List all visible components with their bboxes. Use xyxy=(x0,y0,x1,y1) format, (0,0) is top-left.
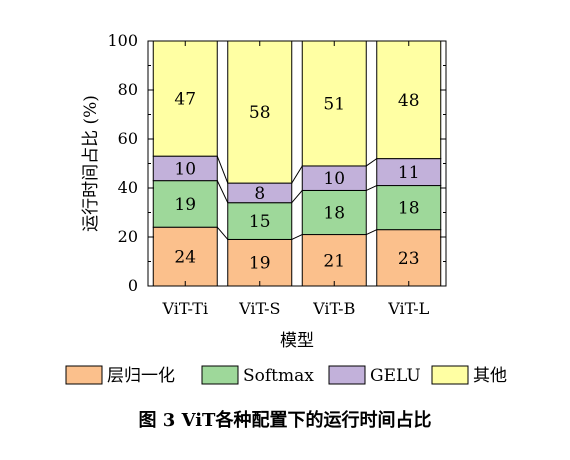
connector-line-s1-2 xyxy=(366,185,377,191)
data-label-vit-b-s3: 51 xyxy=(323,94,345,114)
connector-line-s0-2 xyxy=(366,229,377,236)
y-tick-label: 20 xyxy=(118,227,138,246)
connector-line-s0-1 xyxy=(291,234,303,240)
bar-segment-vit-l-s0 xyxy=(376,229,442,287)
data-label-vit-ti-s3: 47 xyxy=(174,90,196,110)
data-label-vit-l-s1: 18 xyxy=(398,199,420,219)
bar-segment-vit-l-s3 xyxy=(376,40,442,160)
bar-segments xyxy=(152,40,442,287)
data-label-vit-ti-s0: 24 xyxy=(174,248,196,268)
legend: 层归一化 Softmax GELU 其他 xyxy=(65,365,507,386)
data-label-vit-s-s2: 8 xyxy=(254,184,265,204)
connector-lines xyxy=(216,155,378,240)
x-tick-label: ViT-S xyxy=(238,299,280,318)
connector-line-s2-1 xyxy=(291,165,303,184)
bar-segment-vit-s-s1 xyxy=(227,202,293,240)
data-label-vit-s-s1: 15 xyxy=(249,212,271,232)
bar-segment-vit-l-s2 xyxy=(376,158,442,187)
data-label-vit-b-s1: 18 xyxy=(323,204,345,224)
data-label-vit-l-s0: 23 xyxy=(398,249,420,269)
data-label-vit-s-s0: 19 xyxy=(249,254,271,274)
legend-label: Softmax xyxy=(243,366,314,386)
bar-segment-vit-ti-s0 xyxy=(152,226,218,287)
figure-caption: 图 3 ViT各种配置下的运行时间占比 xyxy=(139,409,432,431)
x-axis: ViT-Ti ViT-S ViT-B ViT-L xyxy=(161,41,430,318)
bar-segment-vit-b-s1 xyxy=(301,189,367,236)
legend-swatch xyxy=(328,365,366,385)
connector-line-s2-2 xyxy=(365,158,378,167)
legend-swatch xyxy=(65,365,103,385)
y-tick-label: 100 xyxy=(107,31,138,50)
connector-line-s0-0 xyxy=(216,226,229,240)
bar-segment-vit-l-s1 xyxy=(376,185,442,231)
bar-segment-vit-ti-s1 xyxy=(152,180,218,228)
x-tick-label: ViT-Ti xyxy=(161,299,208,318)
data-label-vit-ti-s2: 10 xyxy=(174,159,196,179)
bar-segment-vit-s-s0 xyxy=(227,238,293,287)
legend-label: GELU xyxy=(370,366,421,386)
segment-labels: 24 19 21 23 19 15 18 18 10 8 10 11 47 58 51 48 xyxy=(174,90,419,274)
legend-swatch xyxy=(431,365,469,385)
y-axis-label: 运行时间占比 (%) xyxy=(81,95,101,232)
x-tick-label: ViT-B xyxy=(312,299,355,318)
x-axis-label: 模型 xyxy=(280,331,314,351)
data-label-vit-ti-s1: 19 xyxy=(174,195,196,215)
y-tick-label: 40 xyxy=(118,178,138,197)
legend-label: 层归一化 xyxy=(107,366,175,386)
bar-segment-vit-b-s3 xyxy=(301,40,367,167)
x-tick-label: ViT-L xyxy=(387,299,429,318)
data-label-vit-l-s3: 48 xyxy=(398,91,420,111)
connector-line-s2-0 xyxy=(216,155,229,184)
y-tick-label: 60 xyxy=(118,129,138,148)
bar-segment-vit-ti-s3 xyxy=(152,40,218,157)
bar-segment-vit-ti-s2 xyxy=(152,155,218,182)
connector-line-s1-1 xyxy=(291,190,303,204)
y-tick-label: 80 xyxy=(118,80,138,99)
y-axis: 0 20 40 60 80 100 xyxy=(107,31,446,295)
data-label-vit-b-s2: 10 xyxy=(323,169,345,189)
data-label-vit-l-s2: 11 xyxy=(398,163,420,183)
y-tick-label: 0 xyxy=(128,276,138,295)
bar-segment-vit-s-s3 xyxy=(227,40,293,184)
connector-line-s1-0 xyxy=(216,180,229,203)
legend-swatch xyxy=(201,365,239,385)
data-label-vit-b-s0: 21 xyxy=(323,251,345,271)
legend-label: 其他 xyxy=(473,366,507,386)
data-label-vit-s-s3: 58 xyxy=(249,103,271,123)
